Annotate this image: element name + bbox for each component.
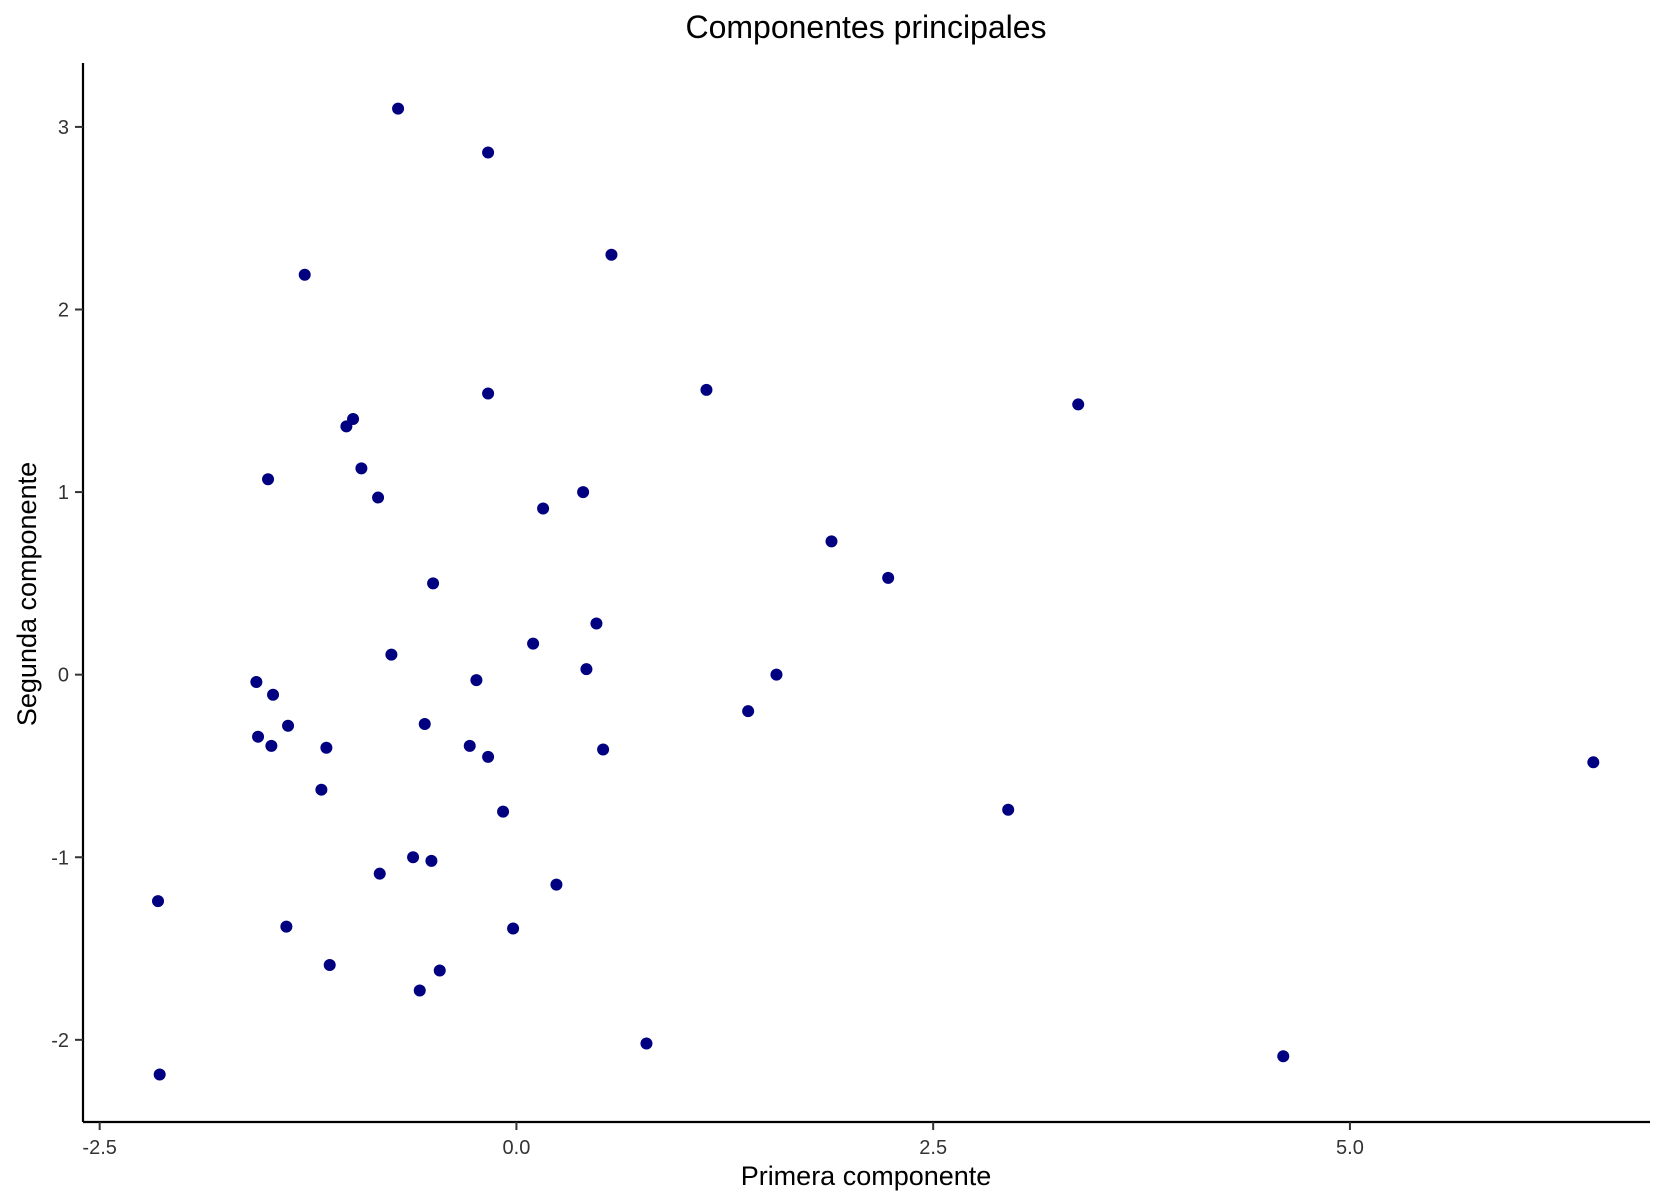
data-point [252,730,265,743]
data-point [527,637,540,650]
data-point [323,958,336,971]
data-point [298,268,311,281]
y-tick-label: 3 [58,117,69,139]
data-point [262,473,275,486]
data-point [340,420,353,433]
data-point [1277,1050,1290,1063]
data-point [507,922,520,935]
y-axis-label: Segunda componente [12,462,42,726]
data-point [425,854,438,867]
data-point [470,674,483,687]
data-point [250,675,263,688]
data-point [537,502,550,515]
data-point [282,719,295,732]
data-point [373,867,386,880]
data-point [315,783,328,796]
data-point [590,617,603,630]
data-point [152,895,165,908]
data-point [372,491,385,504]
data-point [577,486,590,499]
y-tick-label: 0 [58,665,69,687]
x-tick-label: -2.5 [82,1137,116,1159]
y-axis-ticks: -2 -1 0 1 2 3 [51,117,83,1052]
data-point [882,571,895,584]
x-tick-label: 2.5 [919,1137,947,1159]
data-point [497,805,510,818]
y-tick-label: -2 [51,1030,69,1052]
data-point [482,750,495,763]
data-point [320,741,333,754]
data-point [770,668,783,681]
data-points [152,102,1600,1081]
data-point [580,663,593,676]
data-point [700,383,713,396]
data-point [265,739,278,752]
x-axis-label: Primera componente [741,1161,992,1191]
chart-title: Componentes principales [685,9,1046,45]
y-tick-label: -1 [51,847,69,869]
data-point [1072,398,1085,411]
data-point [413,984,426,997]
x-tick-label: 5.0 [1336,1137,1364,1159]
data-point [153,1068,166,1081]
data-point [1587,756,1600,769]
data-point [407,851,420,864]
data-point [605,248,618,261]
data-point [427,577,440,590]
data-point [482,387,495,400]
data-point [597,743,610,756]
data-point [385,648,398,661]
data-point [1002,803,1015,816]
data-point [640,1037,653,1050]
data-point [392,102,405,115]
data-point [825,535,838,548]
data-point [463,739,476,752]
x-tick-label: 0.0 [503,1137,531,1159]
x-axis-ticks: -2.5 0.0 2.5 5.0 [82,1122,1364,1159]
data-point [418,717,431,730]
data-point [742,705,755,718]
y-tick-label: 2 [58,299,69,321]
data-point [267,688,280,701]
data-point [280,920,293,933]
data-point [482,146,495,159]
y-tick-label: 1 [58,482,69,504]
data-point [550,878,563,891]
data-point [433,964,446,977]
data-point [355,462,368,475]
